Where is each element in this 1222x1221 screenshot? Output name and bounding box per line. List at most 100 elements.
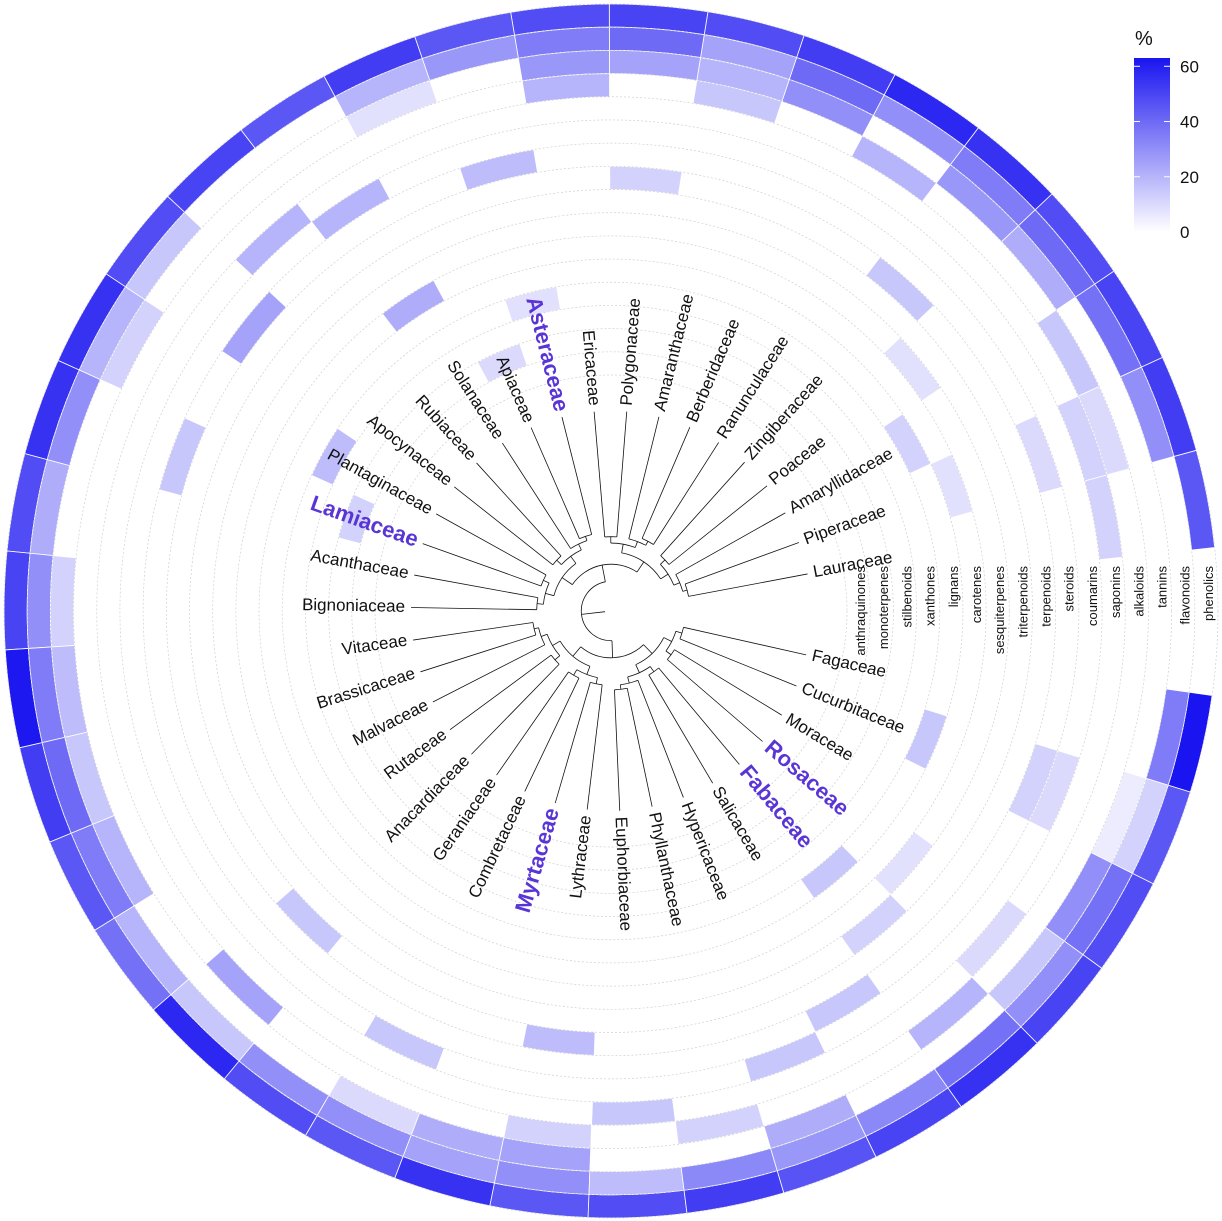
heatmap-cell [743,1031,826,1083]
tree-branch [586,684,603,810]
heatmap-cell [800,844,859,899]
family-label: Piperaceae [801,501,888,548]
tree-node-arc [546,634,561,656]
ring-gridline [258,258,964,964]
family-label: Euphorbiaceae [612,816,636,931]
ring-gridline [189,189,1033,1033]
heatmap-cell [865,256,935,322]
tree-branch [545,592,555,597]
compound-label: tannins [1154,566,1169,608]
legend-title: % [1135,28,1153,50]
tree-branch [524,677,580,792]
tree-branch [578,543,582,551]
tree-branch [616,411,628,537]
tree-branch [435,513,547,576]
tree-branch [552,640,561,646]
tree-branch [534,627,539,630]
legend-tick-label: 0 [1180,223,1189,242]
tree-branch [414,574,538,599]
tree-branch [675,512,786,575]
heatmap-cell [904,708,948,770]
tree-branch [530,427,580,539]
heatmap-cell [609,49,701,81]
ring-gridline [119,119,1103,1103]
ring-gridline [165,165,1057,1057]
compound-label: triterpenoids [1015,566,1030,638]
heatmap-cell [1173,449,1216,551]
tree-branch [586,666,591,675]
family-label: Polygonaceae [617,297,644,406]
heatmap-cell [804,973,882,1033]
tree-branch [668,485,768,565]
family-label: Bignoniaceae [302,595,405,616]
family-label: Ericaceae [579,330,604,407]
tree-branch [673,582,680,586]
tree-branch [674,649,782,716]
compound-label: coumarins [1085,566,1100,626]
tree-branch [595,677,598,684]
compound-ring-labels: phenolics flavonoids tannins alkaloids sapon… [853,566,1216,656]
ring-gridline [96,96,1126,1126]
heatmap-cell [872,94,965,166]
ring-gridline [351,351,871,871]
heatmap-cell [113,905,189,996]
heatmap-cell [1014,414,1063,494]
heatmap-cell [882,336,942,402]
tree-branch [556,559,562,565]
heatmap-cell [410,1112,505,1161]
tree-branch [581,611,606,615]
compound-label: stilbenoids [899,566,914,628]
tree-branch [663,637,672,642]
tree-branch [413,622,533,641]
tree-node-arc [675,574,684,592]
heatmap-cell [234,202,313,277]
tree-branch [660,461,745,556]
phylogenetic-tree [411,411,808,811]
tree-node-arc [621,552,661,580]
tree-branch [637,680,684,798]
tree-branch [502,442,571,549]
tree-branch [626,688,653,807]
tree-branch [645,541,649,546]
compound-label: terpenoids [1039,566,1054,627]
compound-label: monoterpenes [876,566,891,650]
compound-label: saponins [1108,566,1123,619]
ring-gridline [305,305,917,917]
heatmap-cell [591,1097,676,1126]
tree-branch [660,559,666,565]
tree-branch [667,659,763,742]
ring-gridline [281,281,941,941]
tree-branch [561,417,593,535]
tree-branch [454,486,554,566]
tree-branch [554,655,561,661]
tree-branch [554,682,591,804]
tree-branch [541,633,548,637]
compound-label: carotenes [969,566,984,624]
heatmap-cell [3,550,31,651]
heatmap-cell [521,1023,596,1056]
tree-branch [628,416,660,539]
tree-node-arc [580,581,613,642]
tree-branch [665,650,672,656]
tree-branch [593,411,606,537]
heatmap-cell [882,413,932,475]
tree-branch [422,543,542,587]
heatmap-cell [873,831,934,896]
compound-label: steroids [1062,566,1077,612]
ring-gridline [212,212,1010,1010]
heatmap-cell [167,129,256,213]
legend-tick-label: 60 [1180,57,1199,76]
tree-branch [643,644,653,654]
ring-gridline [3,3,1219,1219]
heatmap-cell [275,887,344,955]
family-label: Amaranthaceae [650,292,697,413]
tree-branch [635,664,640,673]
tree-node-arc [684,583,689,597]
tree-branch [614,689,621,811]
compound-label: lignans [946,566,961,608]
tree-node-arc [660,555,670,565]
tree-branch [641,427,691,539]
tree-branch [619,684,622,690]
tree-branch [634,541,638,548]
